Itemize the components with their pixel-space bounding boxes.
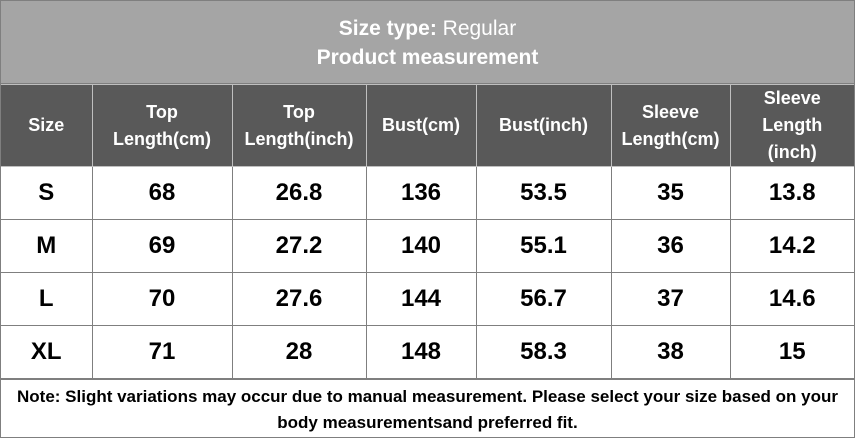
- column-header: Top Length(cm): [91, 84, 233, 167]
- value-cell: 27.2: [231, 219, 367, 273]
- value-cell: 37: [610, 272, 731, 326]
- size-cell: L: [1, 272, 93, 326]
- value-cell: 144: [365, 272, 477, 326]
- column-header: Bust(inch): [475, 84, 612, 167]
- value-cell: 14.6: [729, 272, 854, 326]
- value-cell: 13.8: [729, 166, 854, 220]
- table-row: XL 71 28 148 58.3 38 15: [1, 325, 854, 379]
- size-type-label: Size type:: [338, 17, 437, 40]
- size-cell: M: [1, 219, 93, 273]
- value-cell: 35: [610, 166, 731, 220]
- value-cell: 58.3: [475, 325, 612, 379]
- value-cell: 140: [365, 219, 477, 273]
- column-header: Top Length(inch): [231, 84, 367, 167]
- note: Note: Slight variations may occur due to…: [1, 379, 854, 440]
- value-cell: 69: [91, 219, 233, 273]
- table-row: L 70 27.6 144 56.7 37 14.6: [1, 272, 854, 326]
- value-cell: 55.1: [475, 219, 612, 273]
- column-header: Size: [1, 84, 93, 167]
- value-cell: 68: [91, 166, 233, 220]
- size-type-value: Regular: [442, 17, 517, 40]
- value-cell: 26.8: [231, 166, 367, 220]
- table-row: S 68 26.8 136 53.5 35 13.8: [1, 166, 854, 220]
- value-cell: 70: [91, 272, 233, 326]
- size-table: Size Top Length(cm) Top Length(inch) Bust(c…: [1, 84, 854, 379]
- value-cell: 53.5: [475, 166, 612, 220]
- size-cell: S: [1, 166, 93, 220]
- size-cell: XL: [1, 325, 93, 379]
- value-cell: 28: [231, 325, 367, 379]
- value-cell: 15: [729, 325, 854, 379]
- size-type: Size type: Regular: [1, 14, 854, 43]
- value-cell: 36: [610, 219, 731, 273]
- value-cell: 148: [365, 325, 477, 379]
- value-cell: 14.2: [729, 219, 854, 273]
- subtitle: Product measurement: [316, 46, 539, 69]
- value-cell: 27.6: [231, 272, 367, 326]
- column-header: Sleeve Length (inch): [729, 84, 854, 167]
- value-cell: 71: [91, 325, 233, 379]
- value-cell: 56.7: [475, 272, 612, 326]
- table-row: M 69 27.2 140 55.1 36 14.2: [1, 219, 854, 273]
- value-cell: 136: [365, 166, 477, 220]
- title-block: Size type: Regular Product measurement: [1, 1, 854, 84]
- header-row: Size Top Length(cm) Top Length(inch) Bust(c…: [1, 84, 854, 167]
- column-header: Sleeve Length(cm): [610, 84, 731, 167]
- value-cell: 38: [610, 325, 731, 379]
- column-header: Bust(cm): [365, 84, 477, 167]
- table-body: S 68 26.8 136 53.5 35 13.8 M 69 27.2 140 55.1 36 14.2…: [1, 166, 854, 379]
